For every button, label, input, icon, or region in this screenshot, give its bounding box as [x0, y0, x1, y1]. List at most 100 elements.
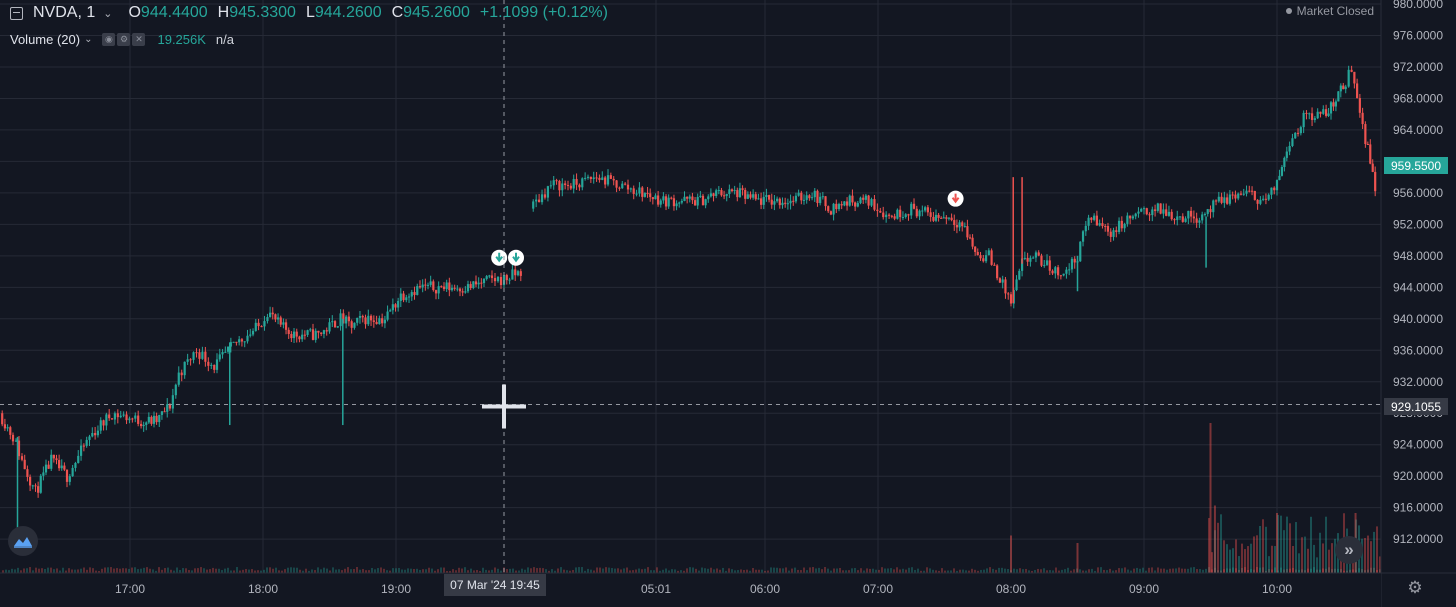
open-value: 944.4400 — [140, 4, 208, 21]
candle-body — [77, 455, 80, 463]
volume-bar — [1217, 570, 1219, 573]
volume-bar — [1106, 570, 1108, 573]
candle-body — [134, 415, 137, 419]
volume-bar — [230, 570, 232, 573]
low-value: 944.2600 — [314, 4, 382, 21]
candle-body — [1270, 187, 1273, 195]
candle-body — [496, 276, 500, 282]
candle-body — [1159, 203, 1162, 214]
candle-body — [621, 183, 624, 189]
volume-bar — [77, 569, 79, 573]
volume-bar — [947, 570, 949, 573]
chevron-down-icon[interactable]: ⌄ — [103, 7, 113, 20]
candle-body — [358, 315, 362, 318]
volume-bar — [365, 570, 367, 573]
volume-label[interactable]: Volume (20) — [10, 31, 81, 47]
volume-bar — [692, 567, 694, 573]
volume-bar — [242, 569, 244, 573]
volume-bar — [1274, 567, 1276, 573]
volume-bar — [1322, 543, 1324, 573]
time-axis[interactable]: 17:00 18:00 19:00 05:01 06:00 07:00 08:00 09:00… — [0, 572, 1456, 607]
volume-bar — [443, 567, 445, 573]
candle-body — [1167, 211, 1171, 216]
volume-bar — [440, 567, 442, 573]
volume-bar — [1280, 515, 1282, 573]
candle-body — [1190, 210, 1193, 217]
candle-body — [722, 195, 726, 197]
volume-bar — [1013, 568, 1015, 573]
tradingview-logo-icon[interactable] — [8, 526, 38, 556]
volume-bar — [482, 567, 484, 573]
candle-body — [119, 415, 122, 418]
scroll-right-icon[interactable]: » — [1335, 536, 1363, 564]
candle-body — [287, 329, 290, 335]
candle-body — [662, 196, 665, 201]
candle-body — [482, 278, 486, 284]
candle-body — [829, 211, 833, 215]
volume-bar — [47, 567, 49, 573]
volume-bar — [770, 567, 772, 573]
time-tick-label: 08:00 — [996, 582, 1026, 596]
change-value: +1.1099 (+0.12%) — [479, 4, 608, 21]
candle-body — [68, 476, 71, 482]
volume-bar — [1034, 570, 1036, 573]
candle-body — [899, 209, 902, 218]
candle-body — [1264, 198, 1268, 200]
volume-bar — [713, 569, 715, 573]
volume-bar — [62, 567, 64, 573]
volume-bar — [1304, 536, 1306, 573]
price-tick-label: 936.0000 — [1393, 343, 1443, 357]
volume-bar — [1355, 569, 1357, 573]
candle-body — [912, 203, 916, 209]
volume-bars — [2, 423, 1381, 573]
volume-bar — [854, 568, 856, 573]
candle-body — [1294, 132, 1297, 139]
candle-body — [432, 281, 435, 291]
volume-bar — [836, 568, 838, 573]
candle-body — [649, 193, 652, 198]
volume-bar — [455, 570, 457, 573]
candle-body — [1220, 196, 1223, 203]
volume-bar — [449, 570, 451, 573]
collapse-icon[interactable] — [10, 6, 23, 20]
candle-body — [896, 209, 899, 219]
price-axis[interactable]: 912.0000916.0000920.0000924.0000928.0000… — [1380, 0, 1456, 607]
volume-bar — [737, 570, 739, 573]
candle-body — [1283, 157, 1286, 168]
candle-body — [1004, 279, 1007, 294]
candle-body — [303, 334, 306, 336]
candle-body — [14, 440, 18, 442]
candle-body — [47, 464, 50, 469]
volume-bar — [95, 570, 97, 573]
volume-value: 19.256K — [157, 31, 206, 47]
candle-body — [699, 195, 702, 197]
volume-bar — [926, 567, 928, 573]
volume-bar — [1364, 570, 1366, 573]
close-icon[interactable]: ✕ — [132, 32, 146, 46]
volume-bar — [488, 570, 490, 573]
settings-icon[interactable]: ⚙ — [117, 32, 131, 46]
volume-bar — [743, 570, 745, 573]
symbol-label[interactable]: NVDA, 1 — [33, 4, 96, 21]
chevron-down-icon[interactable]: ⌄ — [84, 33, 93, 45]
volume-bar — [1079, 569, 1081, 573]
price-axis-bg — [1381, 0, 1456, 607]
candle-body — [910, 203, 913, 216]
candle-body — [249, 334, 252, 336]
eye-icon[interactable]: ◉ — [102, 32, 116, 46]
volume-bar — [1268, 569, 1270, 573]
volume-bar — [377, 568, 379, 573]
volume-bar — [1325, 568, 1327, 573]
candle-body — [1057, 267, 1060, 276]
candle-body — [9, 427, 12, 435]
candle-body — [1059, 275, 1062, 277]
volume-bar — [1109, 568, 1111, 573]
volume-bar — [491, 569, 493, 573]
candle-body — [174, 384, 177, 396]
volume-bar — [344, 568, 346, 573]
gear-icon[interactable]: ⚙ — [1407, 578, 1423, 597]
candle-body — [691, 196, 694, 201]
candle-body — [586, 176, 590, 178]
volume-bar — [860, 568, 862, 573]
